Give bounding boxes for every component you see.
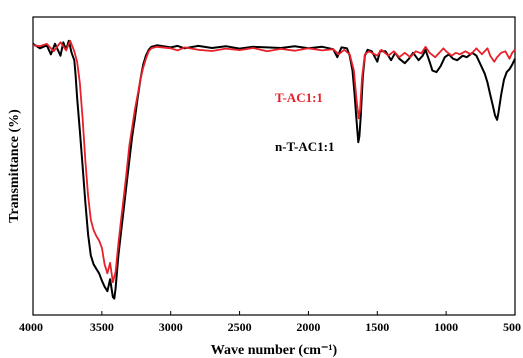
series-line-n-t-ac1-1 [32, 39, 516, 300]
legend-label-t-ac1-1: T-AC1:1 [275, 90, 323, 105]
x-axis-ticks: 4000 3500 3000 2500 2000 1500 1000 500 [19, 311, 521, 334]
x-tick-label: 3000 [159, 320, 183, 334]
x-tick-label: 1000 [434, 320, 458, 334]
x-tick-label: 2000 [296, 320, 320, 334]
y-axis-title: Transmittance (%) [7, 109, 22, 223]
x-axis-title: Wave number (cm⁻¹) [211, 343, 338, 358]
x-tick-label: 500 [503, 320, 521, 334]
x-tick-label: 4000 [19, 320, 43, 334]
plot-frame [32, 16, 516, 316]
x-tick-label: 2500 [228, 320, 252, 334]
x-tick-label: 3500 [90, 320, 114, 334]
x-tick-label: 1500 [365, 320, 389, 334]
series-layer [32, 39, 516, 300]
legend-label-n-t-ac1-1: n-T-AC1:1 [275, 139, 334, 154]
series-line-t-ac1-1 [32, 39, 516, 284]
